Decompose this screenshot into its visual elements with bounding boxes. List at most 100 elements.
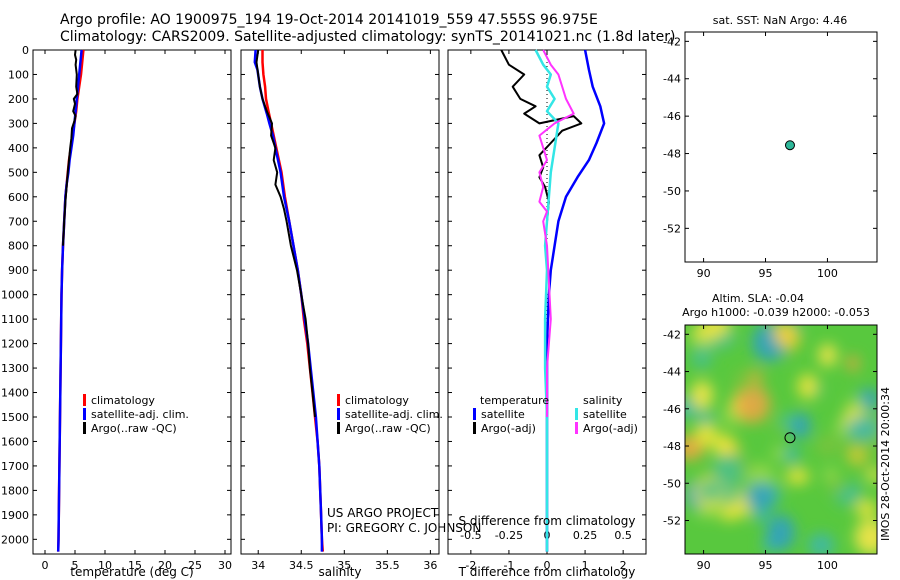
y-tick-label: 0 — [22, 44, 29, 57]
y-tick-label: 900 — [8, 264, 29, 277]
y-tick-label: -50 — [663, 185, 681, 198]
difference-plot: -2 -1 0 1 2-0.5 -0.25 0 0.25 0.5 — [448, 49, 646, 572]
y-tick-label: 2000 — [1, 533, 29, 546]
x-tick-label: 100 — [817, 267, 838, 280]
x-tick-label: -1 — [503, 559, 514, 572]
difference-legend: temperature salinity satellite Argo(-adj… — [473, 394, 638, 435]
heatmap-blob — [785, 468, 810, 485]
legend-swatch-argo — [83, 422, 86, 434]
y-tick-label: -48 — [663, 148, 681, 161]
heatmap-blob — [849, 448, 864, 463]
heatmap-blob — [797, 373, 819, 400]
difference-xlabel-top: S difference from climatology — [459, 514, 636, 528]
x-tick-label: 20 — [158, 559, 172, 572]
heatmap-blob — [732, 370, 757, 391]
y-tick-label: 500 — [8, 166, 29, 179]
y-tick-label: 1700 — [1, 460, 29, 473]
project-credit: US ARGO PROJECT — [327, 506, 439, 520]
heatmap-blob — [744, 482, 776, 512]
x-tick-label: 90 — [697, 559, 711, 572]
y-tick-label: 1100 — [1, 313, 29, 326]
heatmap-blob — [823, 467, 839, 482]
heatmap-blob — [807, 533, 835, 554]
y-tick-label: 1400 — [1, 387, 29, 400]
x-tick-label: 95 — [759, 559, 773, 572]
altimetry-title-line1: Altim. SLA: -0.04 — [712, 292, 804, 305]
y-tick-label: -52 — [663, 514, 681, 527]
x-tick-label: 30 — [218, 559, 232, 572]
legend-swatch-s-argo — [575, 422, 578, 434]
legend-swatch-t-satellite — [473, 408, 476, 420]
heatmap-blob — [696, 411, 714, 424]
y-tick-label: -42 — [663, 328, 681, 341]
heatmap-blob — [835, 487, 861, 507]
y-tick-label: 800 — [8, 240, 29, 253]
heatmap-blob — [854, 519, 877, 554]
figure-title-line1: Argo profile: AO 1900975_194 19-Oct-2014… — [60, 12, 598, 28]
legend-label-satellite: satellite-adj. clim. — [91, 408, 189, 421]
y-tick-label: 1900 — [1, 509, 29, 522]
pi-credit: PI: GREGORY C. JOHNSON — [327, 521, 481, 535]
altimetry-plot: -42 -44 -46 -48 -50 -52 90 95 100 — [663, 325, 877, 572]
altimetry-title-line2: Argo h1000: -0.039 h2000: -0.053 — [682, 306, 870, 319]
heatmap-blob — [697, 479, 724, 503]
y-tick-label: 100 — [8, 68, 29, 81]
y-tick-label: 300 — [8, 117, 29, 130]
legend-label-satellite: satellite-adj. clim. — [345, 408, 443, 421]
argo-location-marker — [784, 432, 796, 444]
heatmap-blob — [713, 433, 734, 459]
legend-swatch-s-satellite — [575, 408, 578, 420]
heatmap-blob — [721, 509, 738, 522]
x-tick-label-salinity: 0.25 — [573, 529, 598, 542]
y-tick-label: 1800 — [1, 484, 29, 497]
heatmap-blob — [846, 355, 859, 372]
heatmap-blob — [734, 385, 771, 424]
heatmap-blob — [703, 325, 731, 338]
y-tick-label: 1000 — [1, 289, 29, 302]
y-tick-label: -44 — [663, 366, 681, 379]
x-tick-label: 25 — [188, 559, 202, 572]
x-tick-label: 34 — [251, 559, 265, 572]
heatmap-blob — [784, 445, 800, 464]
x-tick-label: 95 — [759, 267, 773, 280]
y-tick-label: 400 — [8, 142, 29, 155]
heatmap-blob — [694, 421, 717, 448]
x-tick-label: 100 — [817, 559, 838, 572]
salinity-xlabel: salinity — [318, 565, 361, 579]
x-tick-label: 15 — [128, 559, 142, 572]
y-tick-label: -44 — [663, 73, 681, 86]
y-tick-label: 200 — [8, 93, 29, 106]
x-tick-label: 0 — [42, 559, 49, 572]
legend-label-argo: Argo(..raw -QC) — [91, 422, 177, 435]
legend-label-climatology: climatology — [91, 394, 155, 407]
heatmap-blob — [691, 345, 713, 370]
x-tick-label: 34.5 — [289, 559, 314, 572]
salinity-plot: 34 34.5 35 35.5 36 — [241, 49, 439, 572]
y-tick-label: 1200 — [1, 338, 29, 351]
altimetry-heatmap — [685, 325, 877, 554]
heatmap-blob — [846, 415, 877, 441]
temperature-legend: climatology satellite-adj. clim. Argo(..… — [83, 394, 189, 435]
y-tick-label: 1500 — [1, 411, 29, 424]
x-tick-label-salinity: -0.5 — [460, 529, 481, 542]
heatmap-blob — [692, 334, 710, 347]
location-plot: -42 -44 -46 -48 -50 -52 90 95 100 — [663, 32, 877, 280]
series-line-argo-raw-qc- — [255, 49, 316, 418]
salinity-legend: climatology satellite-adj. clim. Argo(..… — [337, 394, 443, 435]
x-tick-label-salinity: -0.25 — [495, 529, 523, 542]
heatmap-blob — [789, 412, 811, 439]
y-tick-label: -46 — [663, 110, 681, 123]
y-tick-label: 700 — [8, 215, 29, 228]
y-tick-label: -46 — [663, 403, 681, 416]
y-tick-label: 1300 — [1, 362, 29, 375]
x-tick-label-salinity: 0.5 — [614, 529, 632, 542]
x-tick-label: 1 — [582, 559, 589, 572]
legend-label-s-satellite: satellite — [583, 408, 627, 421]
heatmap-blob — [815, 434, 841, 458]
x-tick-label: 90 — [697, 267, 711, 280]
legend-swatch-climatology — [83, 394, 86, 406]
heatmap-blob — [855, 499, 877, 518]
heatmap-blob — [771, 446, 787, 461]
legend-label-climatology: climatology — [345, 394, 409, 407]
series-line-s-satellite — [534, 49, 560, 552]
